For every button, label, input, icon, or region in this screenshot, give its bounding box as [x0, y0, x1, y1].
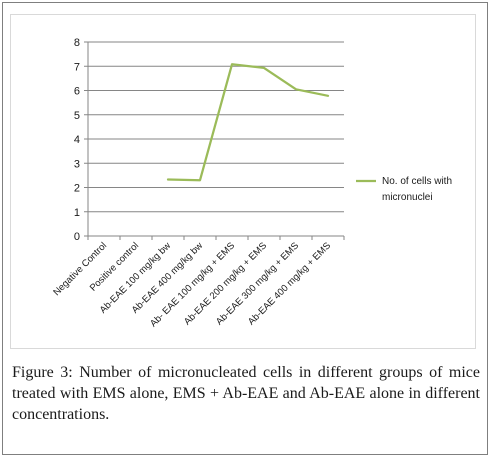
caption-text: Number of micronucleated cells in differ… [12, 364, 481, 423]
legend-label-line: No. of cells with [382, 176, 452, 187]
y-tick-label: 5 [74, 110, 80, 122]
legend-label: No. of cells with micronuclei [382, 176, 452, 203]
y-tick-label: 3 [74, 158, 80, 170]
legend-label-line: micronuclei [382, 192, 433, 203]
figure-caption: Figure 3: Number of micronucleated cells… [12, 362, 480, 425]
y-tick-label: 7 [74, 61, 80, 73]
y-axis-ticks: 0 1 2 3 4 5 6 7 8 [74, 37, 80, 243]
y-tick-label: 8 [74, 37, 80, 49]
chart-gridlines [88, 41, 344, 213]
chart-legend: No. of cells with micronuclei [356, 176, 452, 203]
chart-axes [84, 41, 345, 240]
y-tick-label: 6 [74, 86, 80, 98]
x-tick-label: Negative Control [51, 240, 109, 298]
y-tick-label: 4 [74, 134, 80, 146]
y-tick-label: 1 [74, 207, 80, 219]
y-tick-label: 0 [74, 231, 80, 243]
series-line [166, 63, 330, 182]
caption-label: Figure 3: [12, 364, 73, 381]
chart-series [166, 63, 330, 182]
y-tick-label: 2 [74, 183, 80, 195]
